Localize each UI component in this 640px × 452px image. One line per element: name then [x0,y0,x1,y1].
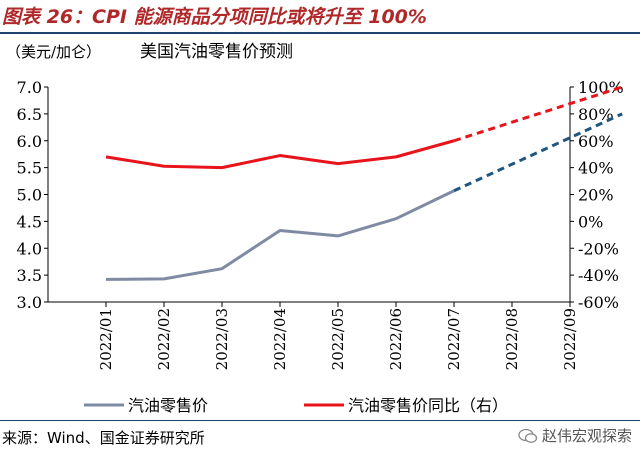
chart-legend: 汽油零售价 汽油零售价同比（右） [84,396,508,415]
x-tick-label: 2022/09 [561,308,579,370]
y-right-tick-label: -60% [578,293,619,312]
figure-title: 图表 26：CPI 能源商品分项同比或将升至 100% [2,6,427,28]
y-right-tick-label: 60% [578,132,614,151]
y-right-tick-label: -40% [578,266,619,285]
series-forecast-yoy [453,85,623,143]
x-tick-label: 2022/05 [329,308,347,370]
x-tick-label: 2022/02 [155,308,173,370]
y-unit-label: （美元/加仑） [6,43,101,61]
y-left-tick-label: 7.0 [17,78,42,97]
y-left-tick-label: 3.0 [17,293,42,312]
x-tick-label: 2022/06 [387,308,405,370]
wechat-icon [518,428,538,443]
legend-label-gas-price: 汽油零售价 [128,396,208,415]
figure-header: 图表 26：CPI 能源商品分项同比或将升至 100% [0,0,640,34]
x-tick-label: 2022/04 [271,308,289,370]
y-left-tick-label: 4.5 [17,212,42,231]
y-right-tick-label: 40% [578,159,614,178]
x-tick-label: 2022/01 [97,308,115,370]
figure-footer: 来源：Wind、国金证券研究所 赵伟宏观探索 [0,420,640,452]
y-right-tick-label: 20% [578,186,614,205]
source-note: 来源：Wind、国金证券研究所 [2,429,205,447]
y-right-tick-label: -20% [578,239,619,258]
x-tick-label: 2022/07 [445,308,463,370]
y-right-tick-label: 0% [578,212,603,231]
y-left-tick-label: 5.0 [17,186,42,205]
series-forecast-gas-price [453,112,623,193]
series-line-gas-price [105,189,455,281]
watermark-text: 赵伟宏观探索 [541,427,632,445]
y-left-tick-label: 4.0 [17,239,42,258]
y-left-tick-label: 5.5 [17,159,42,178]
y-right-tick-label: 100% [578,78,624,97]
gasoline-price-chart: 3.0 3.5 4.0 4.5 5.0 5.5 6.0 6.5 7.0 -60% -40% -20% 0… [6,42,624,415]
legend-label-yoy: 汽油零售价同比（右） [348,396,508,415]
y-left-tick-label: 6.5 [17,105,42,124]
watermark: 赵伟宏观探索 [518,425,632,446]
x-tick-label: 2022/03 [213,308,231,370]
chart-title: 美国汽油零售价预测 [140,42,293,62]
y-right-tick-label: 80% [578,105,614,124]
x-tick-label: 2022/08 [503,308,521,370]
y-left-tick-label: 6.0 [17,132,42,151]
series-line-yoy [105,139,455,170]
y-left-tick-label: 3.5 [17,266,42,285]
